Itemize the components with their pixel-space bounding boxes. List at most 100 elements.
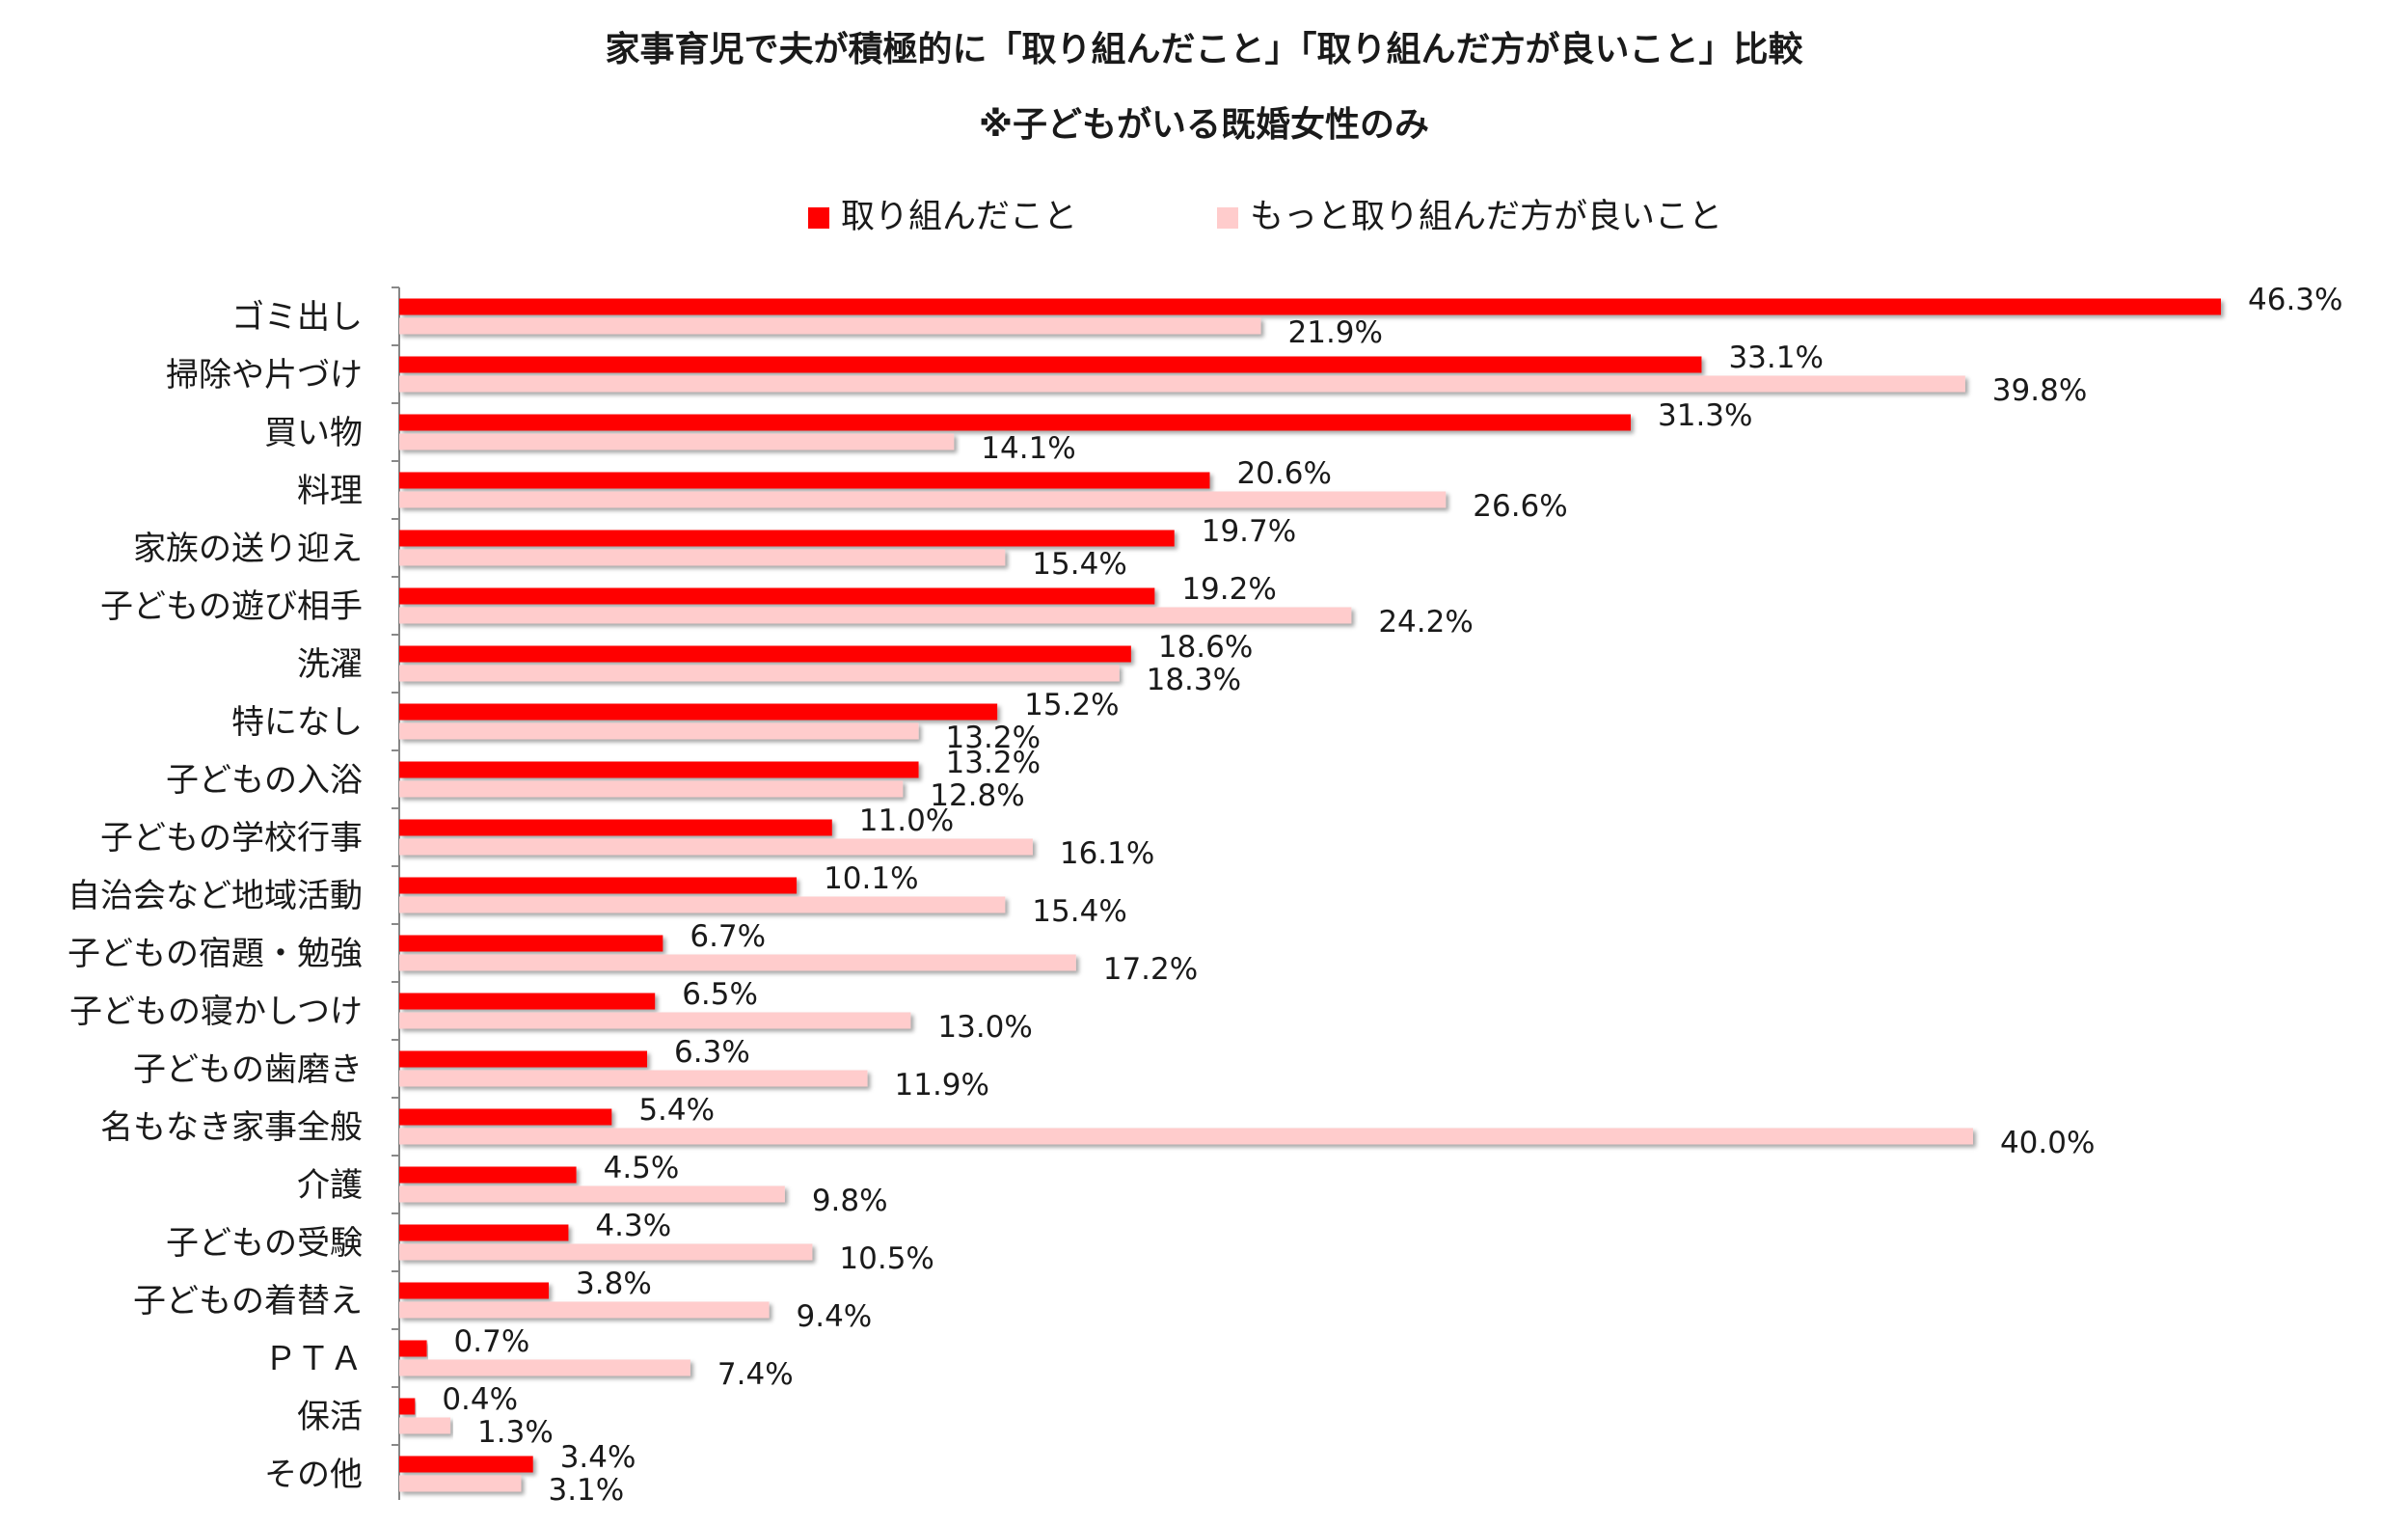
bar-series-2 — [399, 1128, 1973, 1145]
legend: 取り組んだこと もっと取り組んだ方が良いこと — [0, 189, 2408, 237]
category-label: ゴミ出し — [231, 298, 363, 337]
category-label: 名もなき家事全般 — [100, 1108, 363, 1147]
bar-series-1 — [399, 298, 2221, 315]
bar-series-2 — [399, 1475, 522, 1492]
data-label-series-2: 24.2% — [1378, 605, 1473, 640]
bar-series-1 — [399, 530, 1175, 547]
bar-series-2 — [399, 896, 1006, 913]
bar-series-1 — [399, 1108, 612, 1126]
data-label-series-1: 33.1% — [1728, 340, 1823, 375]
category-label: 子どもの入浴 — [166, 761, 363, 800]
bar-series-1 — [399, 1224, 569, 1241]
data-label-series-1: 11.0% — [859, 803, 954, 838]
bar-series-2 — [399, 491, 1447, 508]
legend-item-series-1: 取り組んだこと — [808, 189, 1077, 238]
data-label-series-1: 46.3% — [2248, 283, 2342, 317]
legend-swatch-series-1 — [808, 206, 829, 229]
bar-series-2 — [399, 780, 904, 798]
category-label: 子どもの寝かしつけ — [69, 993, 363, 1031]
bar-series-1 — [399, 1050, 648, 1068]
legend-swatch-series-2 — [1217, 206, 1238, 229]
category-label: 掃除や片づけ — [166, 356, 363, 395]
category-label: 子どもの受験 — [166, 1224, 363, 1263]
data-label-series-1: 10.1% — [824, 861, 918, 896]
category-label: 自治会など地域活動 — [68, 877, 363, 915]
category-label: 料理 — [297, 472, 363, 510]
bar-series-2 — [399, 1301, 770, 1319]
bar-series-1 — [399, 993, 656, 1010]
bar-series-1 — [399, 1398, 416, 1415]
bar-series-1 — [399, 703, 998, 721]
legend-label-series-2: もっと取り組んだ方が良いこと — [1250, 198, 1723, 236]
bar-series-1 — [399, 587, 1155, 605]
bar-series-1 — [399, 472, 1210, 489]
data-label-series-1: 4.3% — [595, 1209, 671, 1243]
category-label: 特になし — [231, 703, 363, 742]
data-label-series-1: 5.4% — [638, 1093, 715, 1128]
bar-series-1 — [399, 645, 1131, 663]
data-label-series-1: 6.3% — [674, 1035, 750, 1070]
bar-series-1 — [399, 935, 663, 952]
bar-series-2 — [399, 1243, 813, 1261]
data-label-series-1: 15.2% — [1024, 688, 1119, 722]
bar-series-2 — [399, 607, 1352, 624]
data-label-series-2: 1.3% — [477, 1415, 554, 1450]
category-label: その他 — [264, 1456, 363, 1494]
category-label: 保活 — [297, 1398, 363, 1436]
bar-series-2 — [399, 317, 1261, 335]
category-label: 子どもの歯磨き — [133, 1050, 363, 1089]
bar-series-2 — [399, 722, 919, 740]
bar-series-2 — [399, 375, 1965, 393]
data-label-series-2: 14.1% — [981, 431, 1075, 466]
bar-series-1 — [399, 877, 798, 894]
bar-series-1 — [399, 1340, 427, 1357]
bar-series-1 — [399, 761, 919, 778]
data-label-series-1: 3.4% — [560, 1440, 636, 1475]
bar-series-2 — [399, 433, 955, 450]
legend-label-series-1: 取り組んだこと — [841, 198, 1078, 236]
data-label-series-2: 17.2% — [1103, 952, 1198, 987]
category-label: 子どもの宿題・勉強 — [68, 935, 363, 973]
category-label: 子どもの学校行事 — [100, 819, 363, 858]
bar-series-2 — [399, 1359, 690, 1376]
category-label: ＰＴＡ — [264, 1340, 363, 1378]
data-label-series-2: 9.4% — [797, 1299, 873, 1334]
data-label-series-2: 12.8% — [930, 778, 1024, 813]
category-label: 子どもの遊び相手 — [100, 587, 363, 626]
data-label-series-1: 19.2% — [1181, 572, 1276, 607]
data-label-series-1: 3.8% — [576, 1266, 652, 1301]
bar-series-2 — [399, 665, 1120, 682]
bar-series-2 — [399, 838, 1033, 856]
data-label-series-1: 18.6% — [1158, 630, 1253, 665]
bar-series-1 — [399, 356, 1702, 373]
chart-subtitle: ※子どもがいる既婚女性のみ — [979, 105, 1429, 145]
bar-series-1 — [399, 1166, 577, 1184]
data-label-series-2: 3.1% — [548, 1473, 624, 1508]
data-label-series-1: 0.4% — [442, 1382, 518, 1417]
data-label-series-2: 39.8% — [1992, 373, 2087, 408]
category-label: 介護 — [297, 1166, 363, 1205]
data-label-series-1: 6.5% — [682, 977, 758, 1012]
category-label: 子どもの着替え — [133, 1282, 363, 1321]
bar-series-1 — [399, 819, 832, 836]
data-label-series-1: 31.3% — [1658, 398, 1752, 433]
data-label-series-2: 21.9% — [1288, 315, 1383, 350]
data-label-series-2: 9.8% — [812, 1184, 888, 1218]
data-label-series-1: 4.5% — [604, 1151, 680, 1185]
data-label-series-2: 18.3% — [1147, 663, 1241, 697]
data-label-series-2: 7.4% — [717, 1357, 794, 1392]
category-label: 買い物 — [264, 414, 363, 452]
data-label-series-2: 13.2% — [946, 721, 1041, 755]
data-label-series-1: 20.6% — [1236, 456, 1331, 491]
bar-series-2 — [399, 1417, 451, 1434]
bar-series-2 — [399, 549, 1006, 566]
data-label-series-2: 13.0% — [937, 1010, 1032, 1045]
bar-series-1 — [399, 414, 1632, 431]
data-label-series-2: 40.0% — [2000, 1126, 2095, 1160]
data-label-series-2: 11.9% — [895, 1068, 989, 1103]
bar-series-1 — [399, 1282, 550, 1299]
data-label-series-1: 19.7% — [1202, 514, 1296, 549]
bar-series-2 — [399, 1070, 868, 1087]
